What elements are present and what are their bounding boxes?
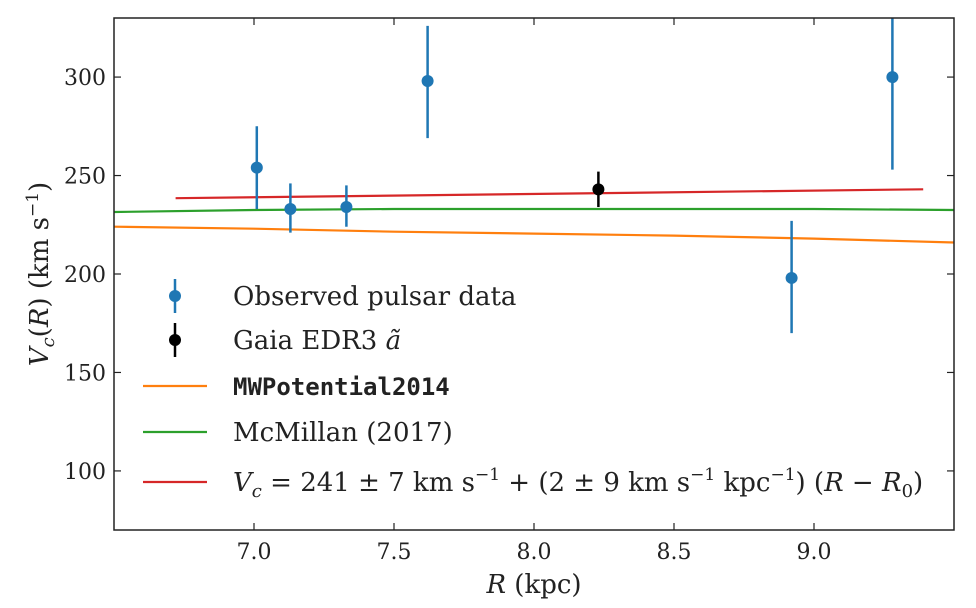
x-tick-label: 7.0 xyxy=(237,540,272,565)
legend-marker-point xyxy=(169,334,181,346)
data-point-0-4 xyxy=(785,271,798,284)
data-point-0-1 xyxy=(284,203,297,216)
x-tick-label: 7.5 xyxy=(377,540,412,565)
data-point-0-5 xyxy=(886,71,899,84)
x-tick-label: 8.5 xyxy=(657,540,692,565)
ticks-layer: 7.0 7.5 8.0 8.5 9.0 100 150 200 250 300 xyxy=(64,18,954,565)
legend-label-fit: Vc = 241 ± 7 km s−1 + (2 ± 9 km s−1 kpc−… xyxy=(233,465,923,502)
data-point-0-3 xyxy=(421,75,434,88)
points-layer xyxy=(250,18,899,334)
series-line-4 xyxy=(175,188,924,200)
legend-marker-point xyxy=(169,290,181,302)
data-point-0-2 xyxy=(340,201,353,214)
data-point-0-0 xyxy=(250,161,263,174)
data-point-1-0 xyxy=(592,183,605,196)
y-tick-label: 300 xyxy=(64,66,106,91)
legend-label-mwpotential: MWPotential2014 xyxy=(233,373,450,401)
y-tick-label: 150 xyxy=(64,361,106,386)
series-line-3 xyxy=(113,207,955,214)
legend-label-observed: Observed pulsar data xyxy=(233,282,516,312)
y-tick-label: 200 xyxy=(64,263,106,288)
y-tick-label: 250 xyxy=(64,165,106,190)
x-tick-label: 8.0 xyxy=(517,540,552,565)
legend-label-gaia: Gaia EDR3 ã xyxy=(233,326,401,356)
legend: Observed pulsar data Gaia EDR3 ã MWPotenti… xyxy=(143,279,923,502)
lines-layer xyxy=(113,188,955,244)
x-tick-label: 9.0 xyxy=(797,540,832,565)
series-line-2 xyxy=(113,225,955,244)
y-tick-label: 100 xyxy=(64,460,106,485)
y-axis-label: Vc(R) (km s−1) xyxy=(23,182,59,366)
x-axis-label: R (kpc) xyxy=(485,570,581,600)
legend-label-mcmillan: McMillan (2017) xyxy=(233,418,453,448)
